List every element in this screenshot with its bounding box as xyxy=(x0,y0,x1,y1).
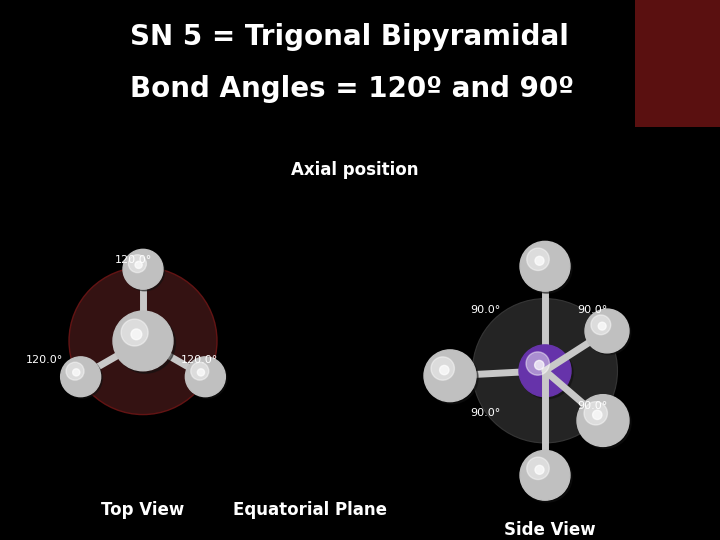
Circle shape xyxy=(527,457,549,480)
Circle shape xyxy=(535,256,544,265)
Circle shape xyxy=(431,357,454,380)
Text: SN 5 = Trigonal Bipyramidal: SN 5 = Trigonal Bipyramidal xyxy=(130,23,569,51)
Circle shape xyxy=(128,255,146,273)
Circle shape xyxy=(522,453,572,502)
Circle shape xyxy=(587,311,631,355)
Circle shape xyxy=(584,402,608,425)
Circle shape xyxy=(187,359,227,399)
Ellipse shape xyxy=(69,267,217,415)
Circle shape xyxy=(440,366,449,375)
Circle shape xyxy=(585,309,629,353)
Circle shape xyxy=(131,329,142,340)
Circle shape xyxy=(593,410,602,420)
Circle shape xyxy=(598,322,606,330)
Ellipse shape xyxy=(472,299,618,443)
Circle shape xyxy=(534,360,544,370)
Circle shape xyxy=(66,362,84,380)
Text: 120.0°: 120.0° xyxy=(181,355,218,365)
Circle shape xyxy=(579,397,631,449)
Circle shape xyxy=(535,465,544,474)
Circle shape xyxy=(522,244,572,293)
Text: 90.0°: 90.0° xyxy=(577,305,607,315)
Circle shape xyxy=(520,241,570,291)
Text: 90.0°: 90.0° xyxy=(470,408,500,417)
Circle shape xyxy=(121,319,148,346)
Circle shape xyxy=(519,345,571,397)
Text: Axial position: Axial position xyxy=(292,161,419,179)
Circle shape xyxy=(62,359,102,399)
Circle shape xyxy=(527,248,549,271)
Text: Side View: Side View xyxy=(504,521,596,539)
Circle shape xyxy=(135,261,142,268)
Text: 90.0°: 90.0° xyxy=(470,305,500,315)
Circle shape xyxy=(60,357,101,397)
Circle shape xyxy=(526,352,549,375)
Text: 120.0°: 120.0° xyxy=(26,355,63,365)
Circle shape xyxy=(123,249,163,289)
Circle shape xyxy=(520,450,570,500)
Text: 90.0°: 90.0° xyxy=(577,401,607,410)
Circle shape xyxy=(424,350,476,402)
Text: 120.0°: 120.0° xyxy=(114,255,152,265)
Circle shape xyxy=(577,395,629,447)
Circle shape xyxy=(115,313,176,373)
Text: Bond Angles = 120º and 90º: Bond Angles = 120º and 90º xyxy=(130,75,574,103)
Text: Equatorial Plane: Equatorial Plane xyxy=(233,501,387,519)
Text: Top View: Top View xyxy=(102,501,184,519)
Circle shape xyxy=(125,251,165,291)
Circle shape xyxy=(185,357,225,397)
Circle shape xyxy=(197,369,204,376)
Bar xyxy=(635,0,720,127)
Circle shape xyxy=(591,315,611,335)
Circle shape xyxy=(426,352,478,404)
Circle shape xyxy=(521,347,573,399)
Circle shape xyxy=(113,311,173,371)
Circle shape xyxy=(73,369,80,376)
Circle shape xyxy=(191,362,209,380)
